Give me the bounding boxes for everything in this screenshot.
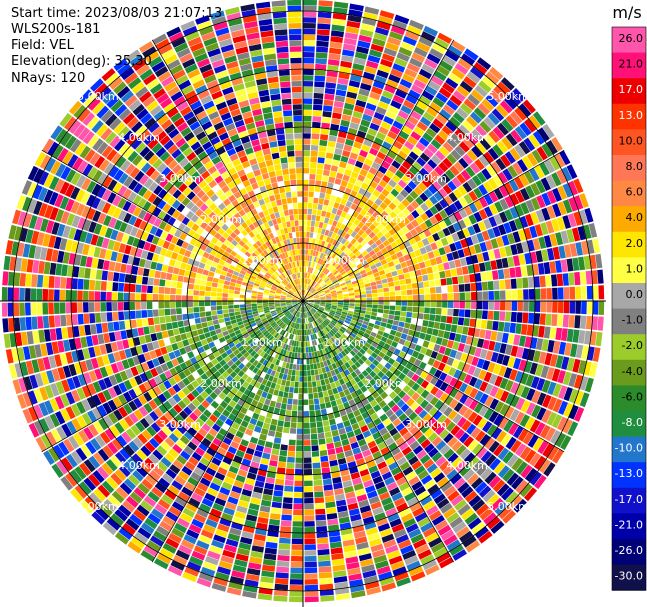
ring-label-3km: 3.00km [159,172,201,185]
colorbar-bin [612,231,646,258]
spoke-60 [302,149,565,302]
colorbar-bin [612,206,646,233]
colorbar-bin [612,103,646,130]
colorbar-tick: 26.0 [619,32,644,45]
spoke-120 [302,300,565,453]
colorbar-tick: -6.0 [622,390,643,403]
azimuth-spokes [0,0,606,607]
colorbar-tick: 21.0 [619,58,644,71]
ring-label-2km: 2.00km [200,213,242,226]
colorbar-bin [612,334,646,361]
colorbar-tick: 10.0 [619,134,644,147]
colorbar-bin [612,359,646,386]
colorbar-bin [612,52,646,79]
colorbar-tick: -17.0 [615,493,643,506]
colorbar-tick: 1.0 [626,262,644,275]
colorbar-bin [612,462,646,489]
spoke-150 [302,300,455,563]
colorbar-tick: -8.0 [622,416,643,429]
ring-label-5km: 5.00km [77,500,119,513]
colorbar-frame [611,26,647,591]
ring-label-5km: 5.00km [77,90,119,103]
colorbar-bin [612,564,646,591]
colorbar-bin [612,283,646,310]
colorbar-tick: 4.0 [626,211,644,224]
colorbar-tick: 13.0 [619,109,644,122]
colorbar-bin [612,78,646,105]
station-text: WLS200s-181 [11,22,101,37]
colorbar-bin [612,155,646,182]
colorbar-bin [612,180,646,207]
spoke-210 [151,300,304,563]
spoke-30 [302,39,455,302]
colorbar-tick: -2.0 [622,339,643,352]
colorbar-bin [612,487,646,514]
ring-label-4km: 4.00km [446,459,488,472]
colorbar-bin [612,308,646,335]
colorbar-bin [612,513,646,540]
colorbar-bin [612,539,646,566]
start-time-text: Start time: 2023/08/03 21:07:13 [11,6,223,21]
ring-label-2km: 2.00km [200,377,242,390]
colorbar-tick: 6.0 [626,186,644,199]
ring-label-1km: 1.00km [241,336,283,349]
colorbar-tick: 2.0 [626,237,644,250]
colorbar-tick: 0.0 [626,288,644,301]
spoke-240 [41,300,304,453]
ring-label-3km: 3.00km [405,418,447,431]
colorbar-tick: -1.0 [622,314,643,327]
colorbar-bin [612,436,646,463]
ring-label-1km: 1.00km [323,254,365,267]
colorbar-tick: -21.0 [615,518,643,531]
colorbar-unit: m/s [612,3,641,22]
ring-label-4km: 4.00km [446,131,488,144]
ring-label-3km: 3.00km [405,172,447,185]
elevation-text: Elevation(deg): 35.30 [11,54,152,69]
colorbar-tick: -13.0 [615,467,643,480]
ring-label-2km: 2.00km [364,213,406,226]
ring-labels: 1.00km 1.00km 1.00km 1.00km 2.00km 2.00km 2.00… [77,90,529,513]
field-text: Field: VEL [11,38,74,53]
ring-label-5km: 5.00km [487,500,529,513]
colorbar-bin [612,411,646,438]
colorbar-tick: -10.0 [615,442,643,455]
ring-label-1km: 1.00km [323,336,365,349]
colorbar-tick: 8.0 [626,160,644,173]
colorbar-tick: 17.0 [619,83,644,96]
ring-label-1km: 1.00km [241,254,283,267]
colorbar-bin [612,129,646,156]
velocity-field [1,0,605,603]
colorbar-bin [612,257,646,284]
ring-label-2km: 2.00km [364,377,406,390]
spoke-300 [41,149,304,302]
ring-label-4km: 4.00km [118,459,160,472]
colorbar-bin [612,385,646,412]
nrays-text: NRays: 120 [11,71,86,86]
ring-label-3km: 3.00km [159,418,201,431]
colorbar-tick: -30.0 [615,570,643,583]
colorbar-tick: -4.0 [622,365,643,378]
colorbar-bin [612,27,646,54]
spoke-330 [151,39,304,302]
ring-label-5km: 5.00km [487,90,529,103]
ring-label-4km: 4.00km [118,131,160,144]
colorbar-tick: -26.0 [615,544,643,557]
